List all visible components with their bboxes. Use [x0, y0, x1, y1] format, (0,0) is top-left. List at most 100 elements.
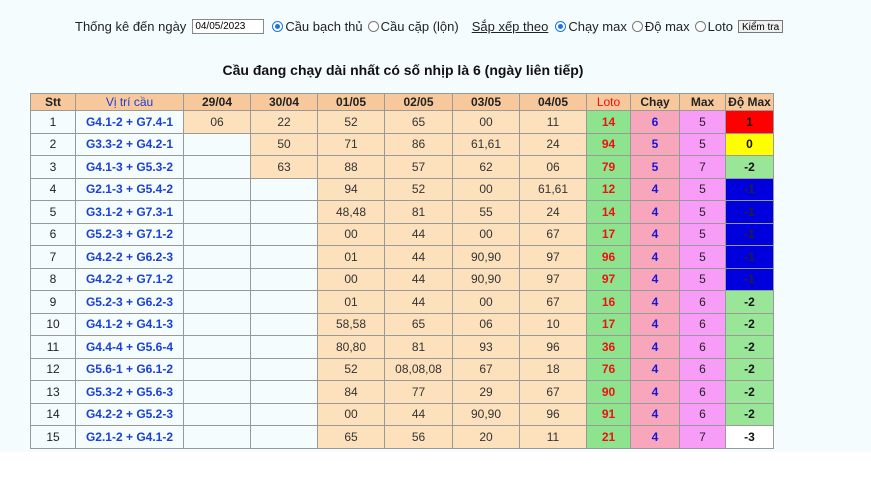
- do-max-cell: -2: [725, 312, 774, 336]
- date-value-cell: 57: [384, 155, 453, 179]
- radio-bach-thu[interactable]: [272, 20, 284, 32]
- chay-cell: 4: [630, 200, 680, 224]
- radio-do-max[interactable]: [631, 20, 643, 32]
- radio-chay-max[interactable]: [555, 20, 567, 32]
- date-value-cell: 65: [317, 425, 385, 449]
- header-loto: Loto: [586, 93, 631, 111]
- date-value-cell: 00: [452, 290, 520, 314]
- position-link[interactable]: G4.2-2 + G6.2-3: [75, 245, 184, 269]
- table-row: 1 G4.1-2 + G7.4-1 06 22 52 65 00 11 14 6 5 1: [30, 110, 774, 134]
- date-value-cell: [183, 425, 251, 449]
- max-cell: 6: [679, 402, 726, 426]
- position-link[interactable]: G4.1-2 + G7.4-1: [75, 110, 184, 134]
- date-value-cell: 61,61: [452, 132, 520, 156]
- radio-do-max-label[interactable]: Độ max: [644, 18, 690, 34]
- chay-cell: 6: [630, 110, 680, 134]
- radio-loto-label[interactable]: Loto: [707, 18, 733, 34]
- chay-cell: 4: [630, 312, 680, 336]
- date-value-cell: [250, 290, 318, 314]
- table-row: 2 G3.3-2 + G4.2-1 50 71 86 61,61 24 94 5 5 0: [30, 132, 774, 156]
- date-value-cell: 93: [452, 335, 520, 359]
- table-title: Cầu đang chạy dài nhất có số nhịp là 6 (…: [222, 62, 584, 78]
- date-value-cell: 24: [519, 200, 587, 224]
- table-row: 13 G5.3-2 + G5.6-3 84 77 29 67 90 4 6 -2: [30, 380, 774, 404]
- position-link[interactable]: G4.1-3 + G5.3-2: [75, 155, 184, 179]
- date-value-cell: 90,90: [452, 245, 520, 269]
- position-link[interactable]: G4.4-4 + G5.6-4: [75, 335, 184, 359]
- table-row: 8 G4.2-2 + G7.1-2 00 44 90,90 97 97 4 5 -1: [30, 267, 774, 291]
- row-number: 5: [30, 200, 76, 224]
- row-number: 1: [30, 110, 76, 134]
- do-max-cell: -2: [725, 155, 774, 179]
- radio-loto[interactable]: [694, 20, 706, 32]
- max-cell: 5: [679, 222, 726, 246]
- check-button[interactable]: Kiểm tra: [737, 19, 784, 33]
- chay-cell: 4: [630, 290, 680, 314]
- radio-cap-label[interactable]: Cầu cặp (lộn): [380, 18, 459, 34]
- row-number: 3: [30, 155, 76, 179]
- header-date: 03/05: [452, 93, 520, 111]
- date-value-cell: 00: [317, 402, 385, 426]
- position-link[interactable]: G5.3-2 + G5.6-3: [75, 380, 184, 404]
- table-row: 4 G2.1-3 + G5.4-2 94 52 00 61,61 12 4 5 -1: [30, 177, 774, 201]
- header-do-max: Độ Max: [725, 93, 774, 111]
- radio-cap[interactable]: [367, 20, 379, 32]
- sort-by-label: Sắp xếp theo: [471, 18, 549, 34]
- max-cell: 5: [679, 200, 726, 224]
- row-number: 8: [30, 267, 76, 291]
- do-max-cell: 0: [725, 132, 774, 156]
- date-value-cell: 11: [519, 425, 587, 449]
- date-value-cell: 86: [384, 132, 453, 156]
- loto-cell: 14: [586, 110, 631, 134]
- results-table: Stt Vị trí cầu 29/04 30/04 01/05 02/05 0…: [30, 93, 774, 449]
- date-value-cell: [250, 312, 318, 336]
- chay-cell: 4: [630, 380, 680, 404]
- date-value-cell: 06: [183, 110, 251, 134]
- row-number: 2: [30, 132, 76, 156]
- date-value-cell: 44: [384, 402, 453, 426]
- header-stt: Stt: [30, 93, 76, 111]
- date-value-cell: 44: [384, 290, 453, 314]
- date-value-cell: 56: [384, 425, 453, 449]
- position-link[interactable]: G5.2-3 + G6.2-3: [75, 290, 184, 314]
- date-value-cell: 08,08,08: [384, 357, 453, 381]
- date-value-cell: [250, 357, 318, 381]
- loto-cell: 90: [586, 380, 631, 404]
- chay-cell: 5: [630, 132, 680, 156]
- table-row: 6 G5.2-3 + G7.1-2 00 44 00 67 17 4 5 -1: [30, 222, 774, 246]
- position-link[interactable]: G3.1-2 + G7.3-1: [75, 200, 184, 224]
- row-number: 14: [30, 402, 76, 426]
- position-link[interactable]: G5.6-1 + G6.1-2: [75, 357, 184, 381]
- row-number: 9: [30, 290, 76, 314]
- date-value-cell: 97: [519, 267, 587, 291]
- position-link[interactable]: G5.2-3 + G7.1-2: [75, 222, 184, 246]
- do-max-cell: -1: [725, 245, 774, 269]
- date-value-cell: 90,90: [452, 402, 520, 426]
- position-link[interactable]: G4.2-2 + G5.2-3: [75, 402, 184, 426]
- position-link[interactable]: G2.1-3 + G5.4-2: [75, 177, 184, 201]
- loto-cell: 21: [586, 425, 631, 449]
- radio-bach-thu-label[interactable]: Cầu bạch thủ: [285, 18, 363, 34]
- position-link[interactable]: G3.3-2 + G4.2-1: [75, 132, 184, 156]
- filter-toolbar: Thống kê đến ngày Cầu bạch thủ Cầu cặp (…: [75, 16, 784, 36]
- max-cell: 5: [679, 267, 726, 291]
- date-value-cell: 65: [384, 312, 453, 336]
- header-date: 30/04: [250, 93, 318, 111]
- date-value-cell: 67: [519, 380, 587, 404]
- position-link[interactable]: G2.1-2 + G4.1-2: [75, 425, 184, 449]
- position-link[interactable]: G4.2-2 + G7.1-2: [75, 267, 184, 291]
- row-number: 13: [30, 380, 76, 404]
- header-vi-tri: Vị trí cầu: [75, 93, 184, 111]
- do-max-cell: -2: [725, 380, 774, 404]
- radio-chay-max-label[interactable]: Chạy max: [568, 18, 627, 34]
- date-value-cell: 96: [519, 402, 587, 426]
- do-max-cell: -3: [725, 425, 774, 449]
- date-input[interactable]: [192, 18, 265, 34]
- date-value-cell: 11: [519, 110, 587, 134]
- date-value-cell: 00: [317, 267, 385, 291]
- date-value-cell: [183, 335, 251, 359]
- date-value-cell: [250, 200, 318, 224]
- date-value-cell: 88: [317, 155, 385, 179]
- table-row: 12 G5.6-1 + G6.1-2 52 08,08,08 67 18 76 4 6 -2: [30, 357, 774, 381]
- position-link[interactable]: G4.1-2 + G4.1-3: [75, 312, 184, 336]
